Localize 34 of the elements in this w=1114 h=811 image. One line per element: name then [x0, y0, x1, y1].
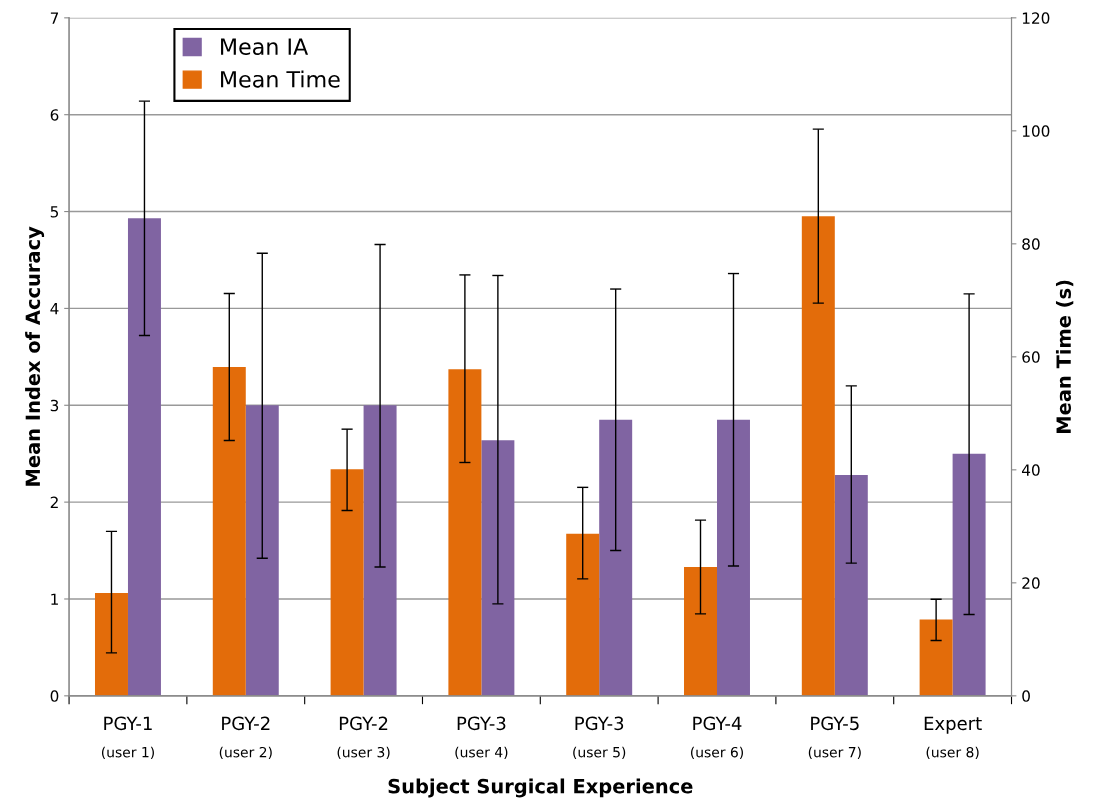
y2-tick-label: 100 — [1022, 125, 1050, 137]
y2-tick-label: 20 — [1022, 577, 1040, 589]
x-tick-label: PGY-3 (user 4) — [455, 716, 508, 760]
legend-label: Mean IA — [221, 38, 309, 56]
y2-tick-label: 40 — [1021, 464, 1040, 476]
y2-tick-label: 60 — [1022, 351, 1040, 363]
bar — [127, 218, 161, 696]
y-tick-label: 3 — [50, 399, 59, 412]
y-tick-label: 0 — [50, 690, 59, 702]
bar — [919, 619, 953, 696]
x-tick-label: PGY-2 (user 2) — [219, 716, 272, 760]
x-tick-label: PGY-3 (user 5) — [573, 716, 626, 760]
bar — [801, 216, 835, 696]
x-tick-label: PGY-5 (user 7) — [808, 716, 861, 760]
y-tick-label: 1 — [51, 593, 58, 605]
y-tick-label: 6 — [50, 109, 59, 121]
y-tick-label: 5 — [50, 206, 59, 218]
y2-axis-title: Mean Time (s) — [1055, 280, 1074, 433]
x-tick-label: PGY-4 (user 6) — [691, 716, 743, 760]
bar — [94, 593, 128, 696]
x-tick-label: Expert (user 8) — [924, 716, 982, 760]
x-tick-label: PGY-1 (user 1) — [101, 716, 154, 760]
legend-label: Mean Time — [221, 70, 340, 88]
y2-tick-label: 80 — [1022, 238, 1040, 250]
y-axis-title: Mean Index of Accuracy — [25, 226, 45, 486]
y-tick-label: 4 — [50, 303, 59, 315]
x-tick-label: PGY-2 (user 3) — [337, 716, 390, 760]
y-tick-label: 2 — [50, 496, 58, 508]
y2-tick-label: 0 — [1022, 690, 1030, 702]
y-tick-label: 7 — [50, 12, 59, 24]
x-axis-title: Subject Surgical Experience — [388, 778, 693, 798]
y2-tick-label: 120 — [1022, 12, 1050, 24]
bar — [717, 419, 750, 696]
bar — [952, 453, 986, 696]
